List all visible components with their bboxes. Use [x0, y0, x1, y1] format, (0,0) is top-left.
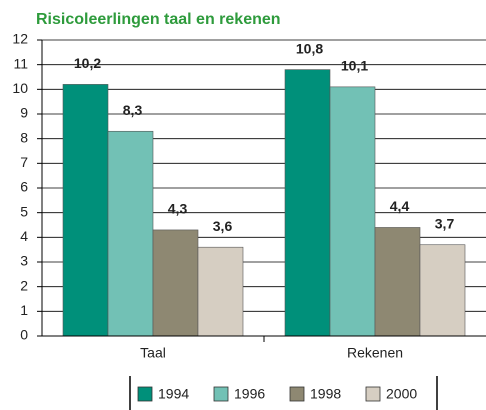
- y-tick-label: 4: [20, 228, 28, 244]
- y-tick-label: 10: [12, 80, 28, 96]
- legend-swatch: [289, 386, 305, 402]
- bar: [284, 69, 331, 337]
- value-label: 3,7: [435, 215, 455, 231]
- y-tick-label: 6: [20, 179, 28, 195]
- y-tick-label: 5: [20, 203, 28, 219]
- y-tick-label: 2: [20, 277, 28, 293]
- bar: [107, 130, 154, 337]
- x-tick-label: Taal: [140, 345, 166, 361]
- value-label: 10,8: [296, 40, 323, 56]
- y-tick-label: 1: [20, 302, 28, 318]
- y-tick-label: 11: [13, 55, 28, 71]
- bar: [329, 86, 376, 337]
- legend-label: 2000: [386, 386, 417, 402]
- value-label: 3,6: [213, 218, 233, 234]
- legend-label: 1994: [158, 386, 189, 402]
- legend-label: 1996: [234, 386, 265, 402]
- legend-swatch: [365, 386, 381, 402]
- y-tick-label: 8: [20, 129, 28, 145]
- value-label: 4,3: [168, 201, 188, 217]
- bar: [62, 84, 109, 337]
- bar: [152, 229, 199, 337]
- x-tick-label: Rekenen: [347, 345, 403, 361]
- legend-label: 1998: [310, 386, 341, 402]
- y-tick-label: 9: [20, 105, 28, 121]
- y-tick-label: 0: [20, 327, 28, 343]
- value-label: 10,2: [74, 55, 101, 71]
- y-tick-label: 7: [20, 154, 28, 170]
- legend-swatch: [213, 386, 229, 402]
- value-label: 8,3: [123, 102, 143, 118]
- y-tick-label: 12: [12, 31, 28, 47]
- value-label: 10,1: [341, 58, 368, 74]
- bar: [419, 244, 466, 337]
- bar: [197, 246, 244, 337]
- legend-swatch: [137, 386, 153, 402]
- value-label: 4,4: [390, 198, 410, 214]
- bar: [374, 227, 421, 337]
- y-tick-label: 3: [20, 253, 28, 269]
- chart-title: Risicoleerlingen taal en rekenen: [36, 11, 281, 28]
